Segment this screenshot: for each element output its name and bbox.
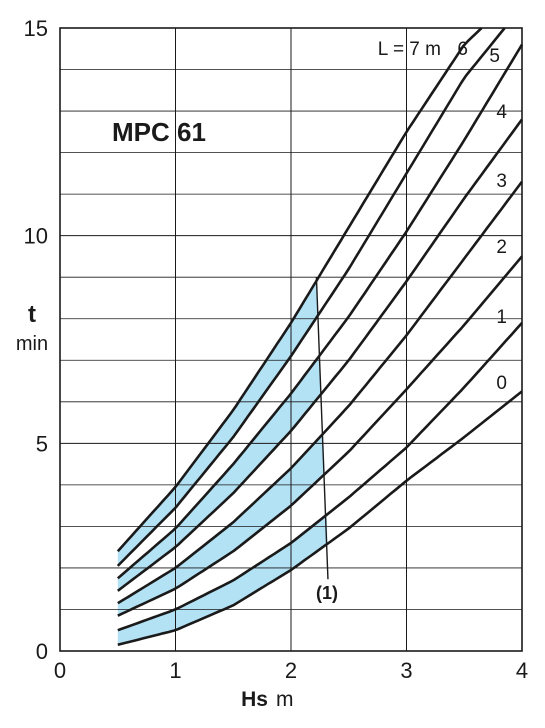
curve-label: 5 — [489, 46, 500, 67]
x-tick-label: 2 — [285, 658, 297, 683]
shaded-band — [117, 280, 318, 566]
curve-line — [117, 118, 524, 592]
shaded-band — [117, 433, 325, 616]
shaded-band — [117, 355, 322, 591]
curve-label: 1 — [496, 307, 507, 328]
y-tick-label: 0 — [36, 639, 48, 664]
curve-label: 2 — [496, 237, 507, 258]
curve-label: L = 7 m — [378, 39, 441, 60]
curve-label: 0 — [496, 373, 507, 394]
curve-line — [116, 27, 506, 567]
boundary-line-label: (1) — [316, 583, 338, 603]
curve-line — [117, 180, 524, 605]
y-axis-label: t — [28, 301, 36, 328]
boundary-line — [315, 277, 329, 580]
chart-title: MPC 61 — [112, 117, 206, 147]
curve-line — [117, 322, 523, 632]
plot-frame — [59, 27, 523, 652]
curve-label: 4 — [496, 102, 507, 123]
x-tick-label: 4 — [516, 658, 528, 683]
curve-label: 3 — [496, 171, 507, 192]
curve-line — [117, 390, 523, 647]
curve-label: 6 — [457, 39, 468, 60]
x-axis-unit: m — [276, 688, 294, 711]
x-axis-label: Hs — [241, 688, 268, 711]
y-tick-label: 15 — [24, 16, 48, 41]
y-tick-label: 10 — [24, 224, 48, 249]
x-tick-label: 3 — [400, 658, 412, 683]
curve-line — [116, 27, 483, 553]
y-tick-label: 5 — [36, 431, 48, 456]
curve-line — [117, 255, 523, 617]
curve-labels: 0 1 2 3 4 56 L = 7 m — [378, 39, 508, 394]
boundary-line-group — [315, 277, 329, 580]
x-tick-label: 0 — [54, 658, 66, 683]
grid — [60, 28, 522, 651]
y-axis-unit: min — [16, 333, 48, 355]
x-tick-label: 1 — [169, 658, 181, 683]
curves — [116, 27, 524, 647]
